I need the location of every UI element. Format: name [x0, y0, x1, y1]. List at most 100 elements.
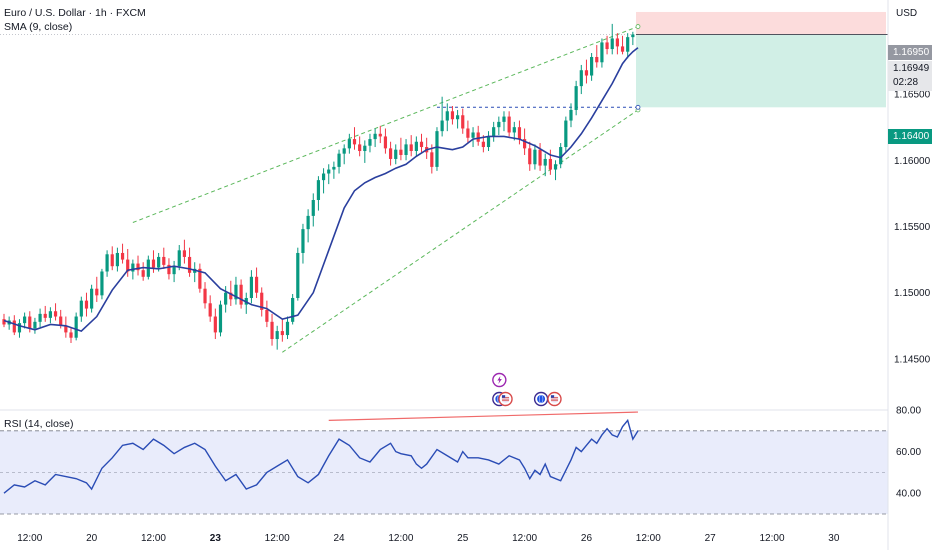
candle-down[interactable] [528, 141, 532, 171]
channel-drawing[interactable] [132, 24, 641, 353]
candle-down[interactable] [270, 313, 274, 346]
candle-down[interactable] [584, 59, 589, 84]
candle-up[interactable] [471, 127, 475, 148]
candle-down[interactable] [476, 125, 480, 146]
us-flag-event-icon[interactable] [547, 391, 562, 407]
symbol-title[interactable]: Euro / U.S. Dollar · 1h · FXCM [4, 7, 146, 19]
globe-event-icon[interactable] [533, 391, 549, 407]
candle-down[interactable] [399, 137, 403, 161]
rsi-line[interactable] [3, 418, 639, 494]
candle-up[interactable] [610, 23, 614, 55]
candle-down[interactable] [461, 108, 465, 134]
candle-up[interactable] [553, 160, 558, 181]
candle-down[interactable] [84, 292, 89, 317]
candle-down[interactable] [352, 127, 357, 150]
candle-up[interactable] [234, 276, 238, 305]
candle-up[interactable] [249, 270, 254, 304]
sma-line[interactable] [3, 47, 639, 333]
channel-upper[interactable] [132, 26, 639, 223]
candle-up[interactable] [296, 247, 300, 301]
candle-up[interactable] [23, 312, 27, 329]
candle-down[interactable] [419, 133, 424, 153]
candle-up[interactable] [492, 121, 496, 142]
lightning-icon[interactable] [492, 372, 507, 388]
candle-down[interactable] [548, 149, 552, 175]
candle-up[interactable] [440, 96, 444, 137]
currency-button[interactable]: USD [896, 8, 918, 19]
candle-down[interactable] [141, 262, 145, 281]
price-pane[interactable] [0, 11, 888, 407]
candle-down[interactable] [430, 144, 434, 174]
candle-up[interactable] [363, 140, 367, 163]
candle-down[interactable] [203, 282, 207, 309]
candle-up[interactable] [321, 168, 326, 194]
candle-down[interactable] [208, 295, 212, 322]
rsi-divergence-line[interactable] [328, 411, 639, 421]
candle-down[interactable] [43, 305, 47, 322]
candle-down[interactable] [260, 287, 264, 317]
candle-down[interactable] [198, 263, 202, 293]
candle-down[interactable] [167, 258, 171, 280]
event-markers[interactable] [492, 372, 562, 407]
take-profit-zone[interactable] [636, 34, 886, 108]
candle-up[interactable] [564, 116, 568, 153]
candle-up[interactable] [17, 319, 22, 338]
candle-up[interactable] [38, 308, 42, 328]
candle-up[interactable] [332, 161, 336, 179]
candle-up[interactable] [574, 80, 578, 116]
candle-up[interactable] [218, 300, 223, 337]
candle-up[interactable] [373, 128, 377, 148]
candle-down[interactable] [450, 105, 455, 125]
rsi-axis[interactable]: 80.00 60.00 40.00 [896, 406, 921, 500]
candle-up[interactable] [502, 111, 506, 132]
candle-down[interactable] [53, 303, 58, 321]
candle-down[interactable] [136, 255, 140, 276]
candle-up[interactable] [497, 116, 501, 136]
candle-down[interactable] [595, 45, 599, 68]
candle-up[interactable] [337, 149, 341, 174]
candle-up[interactable] [435, 127, 439, 171]
candle-down[interactable] [538, 143, 542, 171]
candle-up[interactable] [486, 131, 491, 152]
candle-up[interactable] [600, 38, 604, 68]
candle-up[interactable] [291, 294, 295, 325]
candle-up[interactable] [90, 284, 94, 313]
candle-up[interactable] [342, 144, 346, 165]
candle-up[interactable] [327, 164, 331, 185]
candle-down[interactable] [254, 267, 259, 298]
candle-down[interactable] [388, 141, 393, 166]
candle-up[interactable] [631, 31, 635, 46]
candle-down[interactable] [162, 247, 166, 269]
candles[interactable] [2, 23, 635, 350]
candle-up[interactable] [275, 325, 279, 350]
candle-up[interactable] [368, 133, 372, 153]
candle-up[interactable] [311, 193, 315, 227]
rsi-legend[interactable]: RSI (14, close) [4, 418, 74, 430]
candle-down[interactable] [378, 125, 382, 144]
candle-up[interactable] [455, 109, 460, 129]
channel-lower[interactable] [282, 109, 639, 353]
sma-legend[interactable]: SMA (9, close) [4, 21, 73, 33]
candle-up[interactable] [316, 176, 321, 211]
candle-up[interactable] [105, 250, 109, 277]
candle-up[interactable] [590, 53, 594, 81]
time-axis[interactable]: 12:00 20 12:00 23 12:00 24 12:00 25 12:00 26 12:00… [17, 533, 840, 544]
candle-up[interactable] [579, 64, 583, 95]
candle-up[interactable] [177, 245, 181, 271]
candle-up[interactable] [193, 262, 197, 283]
candle-down[interactable] [620, 35, 625, 55]
candle-up[interactable] [48, 307, 52, 324]
candle-up[interactable] [100, 268, 104, 300]
candle-up[interactable] [285, 316, 290, 340]
stop-loss-zone[interactable] [636, 11, 886, 35]
rsi-pane[interactable] [0, 411, 888, 515]
candle-down[interactable] [605, 35, 609, 55]
candle-up[interactable] [306, 209, 310, 243]
candle-up[interactable] [33, 317, 37, 334]
candle-up[interactable] [404, 139, 408, 161]
candle-up[interactable] [347, 133, 351, 154]
candle-up[interactable] [569, 103, 573, 128]
candle-down[interactable] [187, 247, 192, 277]
candle-up[interactable] [414, 136, 418, 157]
